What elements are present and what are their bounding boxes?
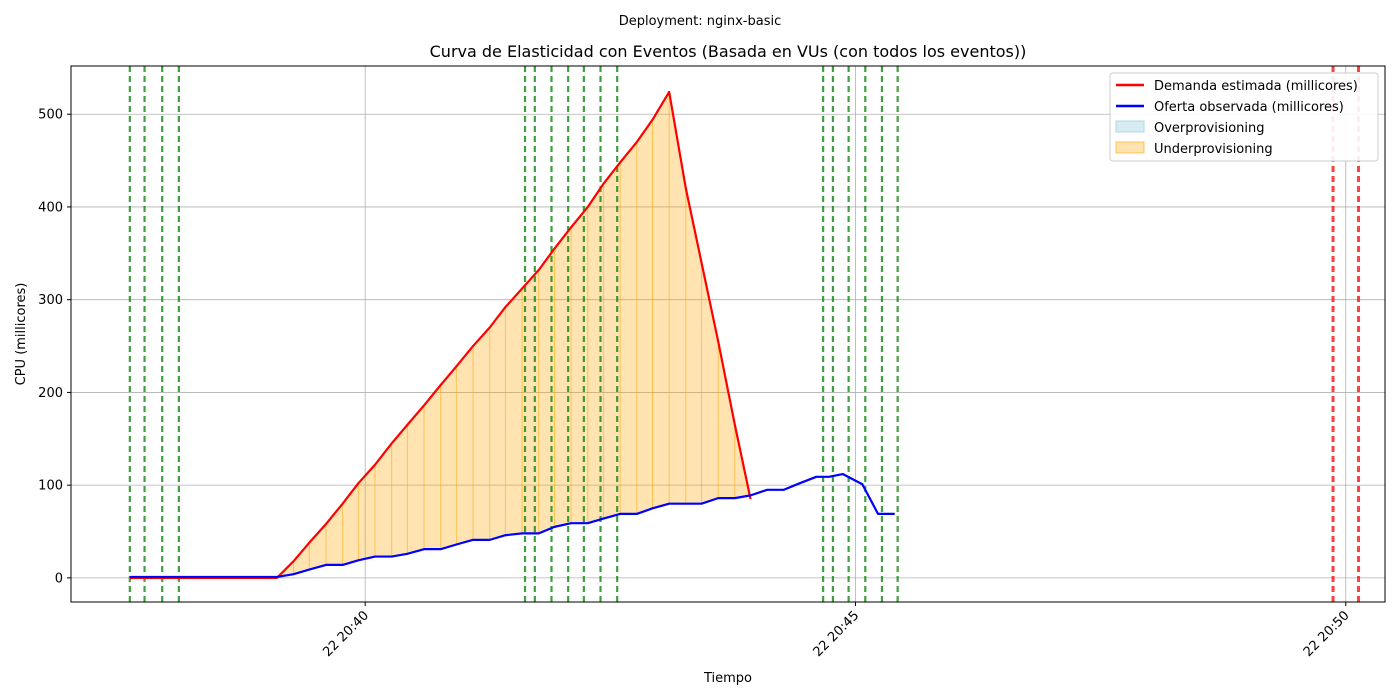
underprovisioning-fill [129, 91, 751, 577]
legend-underprovisioning-swatch [1115, 141, 1145, 154]
x-axis-label: Tiempo [703, 671, 752, 686]
y-tick-label: 200 [38, 386, 63, 401]
legend: Demanda estimada (millicores) Oferta obs… [1109, 72, 1379, 162]
y-tick-label: 0 [55, 571, 63, 586]
y-tick-label: 400 [38, 200, 63, 215]
legend-overprovisioning-label: Overprovisioning [1154, 121, 1265, 136]
supply-line [129, 472, 895, 579]
y-axis-label: CPU (millicores) [14, 283, 29, 386]
legend-demand-label: Demanda estimada (millicores) [1154, 79, 1358, 94]
y-tick-label: 100 [38, 479, 63, 494]
y-tick-label: 500 [38, 108, 63, 123]
legend-box [1109, 72, 1379, 162]
legend-overprovisioning-swatch [1115, 120, 1145, 133]
underprovisioning-area [129, 91, 751, 577]
plot-area-frame [70, 65, 1386, 603]
legend-supply-label: Oferta observada (millicores) [1154, 100, 1344, 115]
suptitle: Deployment: nginx-basic [619, 14, 782, 29]
series-lines [129, 90, 895, 579]
chart-title: Curva de Elasticidad con Eventos (Basada… [430, 42, 1027, 61]
legend-underprovisioning-label: Underprovisioning [1154, 142, 1273, 157]
y-tick-label: 300 [38, 293, 63, 308]
